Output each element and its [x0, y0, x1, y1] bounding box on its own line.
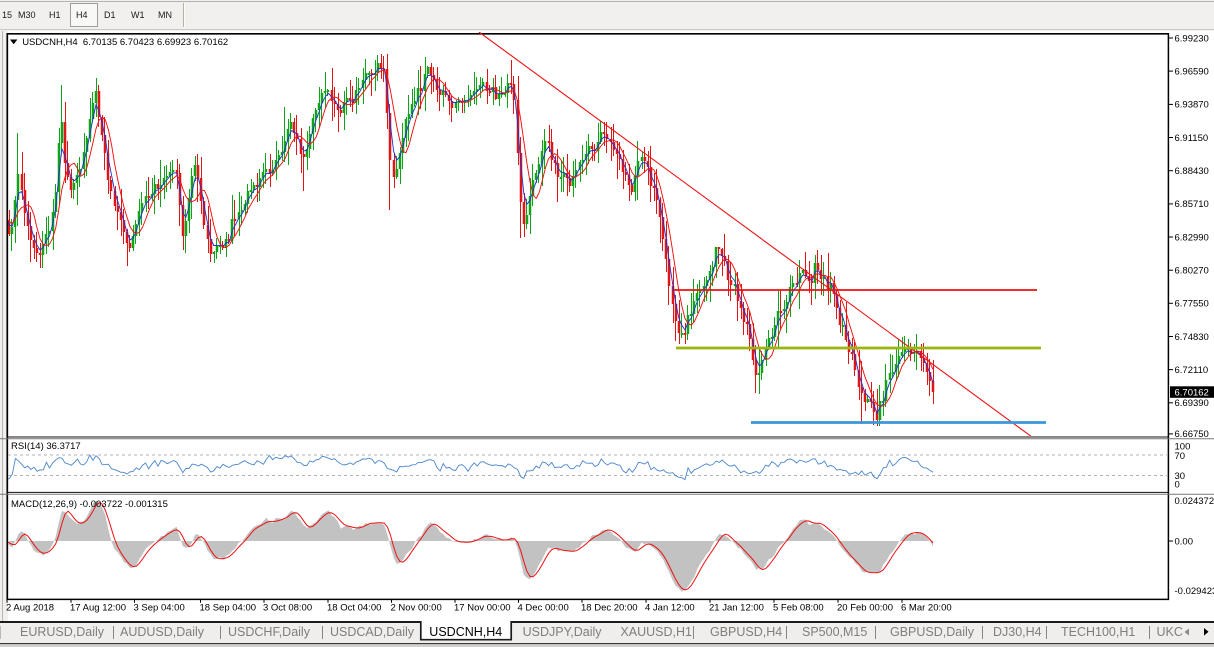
svg-text:6.74830: 6.74830	[1175, 332, 1209, 343]
svg-text:6.99230: 6.99230	[1175, 33, 1209, 44]
svg-text:USDCHF,Daily: USDCHF,Daily	[228, 625, 311, 639]
svg-text:USDCNH,H4: USDCNH,H4	[429, 625, 502, 639]
svg-text:MACD(12,26,9) -0.003722 -0.001: MACD(12,26,9) -0.003722 -0.001315	[11, 499, 168, 510]
svg-text:RSI(14) 36.3717: RSI(14) 36.3717	[11, 441, 81, 452]
svg-text:20 Feb 00:00: 20 Feb 00:00	[837, 603, 893, 614]
svg-text:17 Nov 00:00: 17 Nov 00:00	[454, 603, 511, 614]
svg-text:6.88430: 6.88430	[1175, 166, 1209, 177]
svg-text:UKC: UKC	[1157, 625, 1183, 639]
svg-text:2 Nov 00:00: 2 Nov 00:00	[391, 603, 442, 614]
svg-text:100: 100	[1175, 441, 1191, 452]
svg-text:3 Oct 08:00: 3 Oct 08:00	[263, 603, 312, 614]
svg-text:4 Jan 12:00: 4 Jan 12:00	[645, 603, 695, 614]
svg-text:AUDUSD,Daily: AUDUSD,Daily	[120, 625, 205, 639]
svg-text:4 Dec 00:00: 4 Dec 00:00	[518, 603, 569, 614]
svg-text:6 Mar 20:00: 6 Mar 20:00	[901, 603, 952, 614]
svg-text:15: 15	[2, 10, 12, 20]
svg-text:30: 30	[1175, 471, 1186, 482]
svg-text:6.72110: 6.72110	[1175, 365, 1209, 376]
svg-text:18 Oct 04:00: 18 Oct 04:00	[327, 603, 381, 614]
svg-text:6.82990: 6.82990	[1175, 232, 1209, 243]
svg-text:0.024372: 0.024372	[1175, 496, 1214, 507]
svg-text:6.69390: 6.69390	[1175, 398, 1209, 409]
svg-text:6.85710: 6.85710	[1175, 199, 1209, 210]
svg-text:6.66750: 6.66750	[1175, 429, 1209, 440]
svg-text:-0.029423: -0.029423	[1175, 586, 1214, 597]
svg-text:TECH100,H1: TECH100,H1	[1061, 625, 1135, 639]
svg-text:W1: W1	[131, 10, 145, 20]
svg-text:6.91150: 6.91150	[1175, 133, 1209, 144]
svg-text:0.00: 0.00	[1175, 536, 1194, 547]
svg-text:H1: H1	[49, 10, 61, 20]
svg-text:DJ30,H4: DJ30,H4	[993, 625, 1042, 639]
svg-text:17 Aug 12:00: 17 Aug 12:00	[70, 603, 126, 614]
svg-text:XAUUSD,H1: XAUUSD,H1	[620, 625, 692, 639]
svg-text:6.93870: 6.93870	[1175, 100, 1209, 111]
svg-text:M30: M30	[18, 10, 36, 20]
svg-text:GBPUSD,H4: GBPUSD,H4	[710, 625, 782, 639]
svg-text:USDCNH,H4 6.70135 6.70423 6.6: USDCNH,H4 6.70135 6.70423 6.69923 6.7016…	[22, 37, 228, 48]
svg-text:2 Aug 2018: 2 Aug 2018	[6, 603, 54, 614]
svg-text:SP500,M15: SP500,M15	[802, 625, 867, 639]
svg-text:70: 70	[1175, 451, 1186, 462]
svg-text:18 Dec 20:00: 18 Dec 20:00	[581, 603, 638, 614]
svg-text:6.77550: 6.77550	[1175, 299, 1209, 310]
svg-text:3 Sep 04:00: 3 Sep 04:00	[134, 603, 185, 614]
svg-text:18 Sep 04:00: 18 Sep 04:00	[200, 603, 257, 614]
svg-text:6.70162: 6.70162	[1175, 387, 1209, 398]
svg-text:0: 0	[1175, 479, 1180, 490]
svg-text:GBPUSD,Daily: GBPUSD,Daily	[890, 625, 975, 639]
svg-text:21 Jan 12:00: 21 Jan 12:00	[709, 603, 764, 614]
svg-text:USDJPY,Daily: USDJPY,Daily	[523, 625, 603, 639]
svg-text:USDCAD,Daily: USDCAD,Daily	[330, 625, 415, 639]
svg-text:6.96590: 6.96590	[1175, 66, 1209, 77]
svg-text:MN: MN	[158, 10, 172, 20]
svg-text:EURUSD,Daily: EURUSD,Daily	[20, 625, 105, 639]
svg-text:6.80270: 6.80270	[1175, 266, 1209, 277]
svg-text:5 Feb 08:00: 5 Feb 08:00	[773, 603, 824, 614]
svg-text:H4: H4	[76, 10, 88, 20]
svg-text:D1: D1	[104, 10, 116, 20]
